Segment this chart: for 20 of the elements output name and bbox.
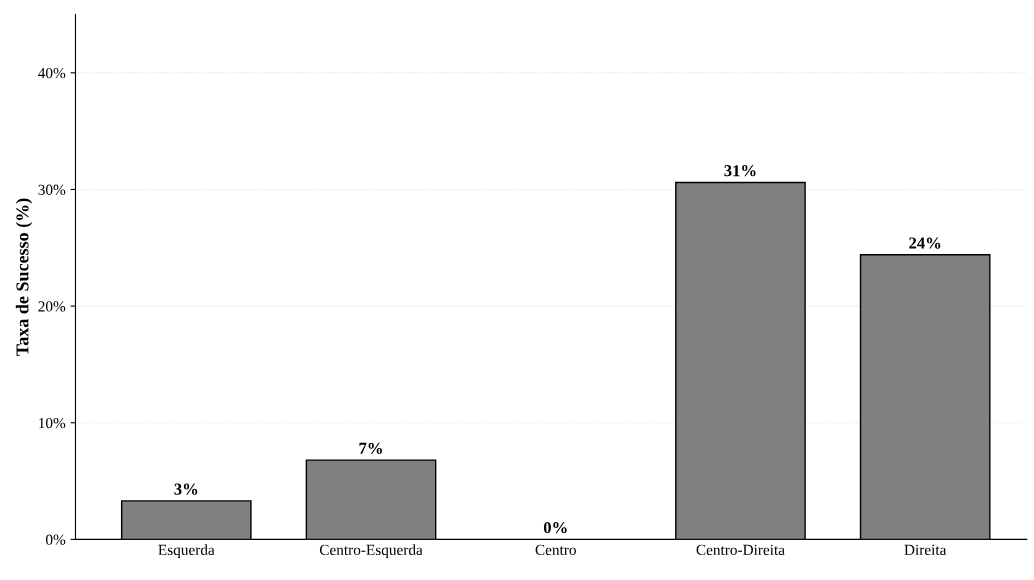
y-tick-label: 40% bbox=[38, 67, 66, 79]
y-axis-title: Taxa de Sucesso (%) bbox=[15, 198, 33, 356]
data-label: 31% bbox=[724, 165, 756, 177]
x-tick-label: Centro-Direita bbox=[696, 544, 785, 556]
data-label: 3% bbox=[174, 483, 198, 495]
data-label: 0% bbox=[543, 521, 567, 534]
bar bbox=[120, 500, 252, 540]
x-tick-label: Esquerda bbox=[158, 544, 215, 559]
bar bbox=[859, 254, 991, 540]
bar bbox=[305, 459, 437, 540]
data-label: 7% bbox=[359, 442, 382, 454]
y-tick-label: 20% bbox=[38, 301, 66, 312]
y-tick-label: 0% bbox=[45, 534, 66, 545]
x-tick-label: Direita bbox=[904, 544, 947, 556]
x-tick-label: Centro bbox=[535, 544, 576, 556]
bar bbox=[675, 181, 806, 540]
data-label: 24% bbox=[909, 237, 941, 249]
y-tick-label: 30% bbox=[38, 184, 66, 195]
y-tick-label: 10% bbox=[39, 417, 66, 429]
x-tick-label: Centro-Esquerda bbox=[319, 544, 423, 559]
